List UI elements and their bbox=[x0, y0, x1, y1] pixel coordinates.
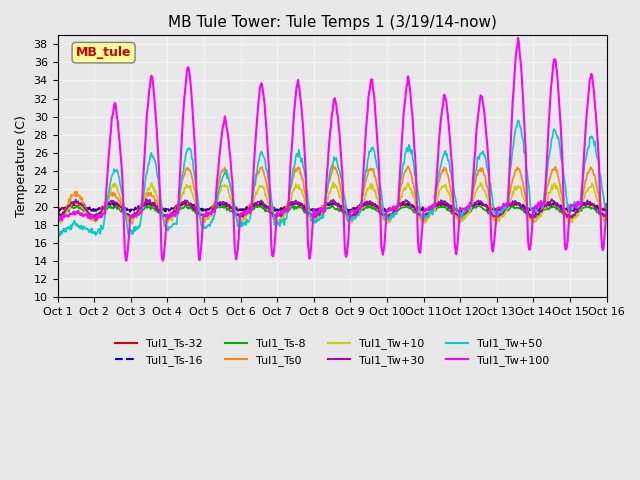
Tul1_Ts0 bbox=[401, 170, 408, 176]
Tul1_Ts-16 bbox=[415, 208, 423, 214]
Tul1_Ts-16 bbox=[63, 205, 71, 211]
Tul1_Ts0 bbox=[417, 214, 424, 220]
Line: Tul1_Tw+10: Tul1_Tw+10 bbox=[58, 182, 607, 224]
Tul1_Ts0 bbox=[54, 219, 61, 225]
Tul1_Ts-8 bbox=[120, 209, 128, 215]
Tul1_Ts0 bbox=[603, 218, 611, 224]
Tul1_Ts-16 bbox=[54, 207, 61, 213]
Tul1_Tw+50 bbox=[514, 118, 522, 123]
Tul1_Tw+30 bbox=[54, 214, 61, 220]
Tul1_Tw+50 bbox=[177, 186, 184, 192]
Tul1_Tw+30 bbox=[401, 200, 408, 205]
Tul1_Ts-16 bbox=[399, 201, 407, 206]
Tul1_Ts-32 bbox=[415, 204, 423, 210]
Title: MB Tule Tower: Tule Temps 1 (3/19/14-now): MB Tule Tower: Tule Temps 1 (3/19/14-now… bbox=[168, 15, 497, 30]
Tul1_Tw+100 bbox=[415, 250, 423, 255]
Tul1_Ts-32 bbox=[564, 209, 572, 215]
Tul1_Ts-16 bbox=[583, 199, 591, 204]
Line: Tul1_Tw+50: Tul1_Tw+50 bbox=[58, 120, 607, 236]
Tul1_Tw+100 bbox=[122, 258, 130, 264]
Tul1_Tw+10 bbox=[603, 218, 611, 224]
Tul1_Ts0 bbox=[120, 211, 128, 217]
Tul1_Ts-8 bbox=[508, 202, 516, 208]
Tul1_Tw+50 bbox=[603, 204, 611, 209]
Text: MB_tule: MB_tule bbox=[76, 46, 131, 59]
Line: Tul1_Ts-16: Tul1_Ts-16 bbox=[58, 202, 607, 213]
Tul1_Ts-8 bbox=[205, 212, 213, 218]
Line: Tul1_Tw+100: Tul1_Tw+100 bbox=[58, 38, 607, 261]
Tul1_Tw+50 bbox=[56, 233, 63, 239]
Tul1_Ts-32 bbox=[120, 205, 128, 211]
Tul1_Ts-32 bbox=[205, 206, 212, 212]
Tul1_Tw+10 bbox=[63, 207, 71, 213]
Tul1_Tw+100 bbox=[399, 112, 407, 118]
Tul1_Tw+50 bbox=[121, 206, 129, 212]
Tul1_Ts-32 bbox=[63, 205, 71, 211]
Tul1_Tw+30 bbox=[417, 212, 424, 217]
Tul1_Tw+10 bbox=[205, 215, 212, 220]
Line: Tul1_Ts-32: Tul1_Ts-32 bbox=[58, 202, 607, 212]
Tul1_Ts-8 bbox=[63, 205, 71, 211]
Tul1_Tw+30 bbox=[177, 201, 184, 207]
Tul1_Ts-8 bbox=[177, 204, 184, 210]
Tul1_Ts-16 bbox=[205, 207, 212, 213]
Tul1_Tw+50 bbox=[54, 231, 61, 237]
Tul1_Tw+50 bbox=[65, 224, 72, 230]
Y-axis label: Temperature (C): Temperature (C) bbox=[15, 115, 28, 217]
Tul1_Ts-32 bbox=[54, 206, 61, 212]
Tul1_Ts0 bbox=[129, 221, 136, 227]
Tul1_Tw+10 bbox=[492, 221, 500, 227]
Tul1_Ts-8 bbox=[129, 216, 137, 221]
Tul1_Tw+100 bbox=[205, 210, 213, 216]
Tul1_Tw+10 bbox=[54, 221, 61, 227]
Tul1_Tw+30 bbox=[205, 211, 213, 217]
Tul1_Tw+30 bbox=[120, 208, 128, 214]
Tul1_Ts-8 bbox=[54, 213, 61, 218]
Tul1_Tw+30 bbox=[142, 196, 150, 202]
Tul1_Tw+10 bbox=[330, 180, 337, 185]
Tul1_Tw+10 bbox=[399, 188, 407, 193]
Tul1_Tw+100 bbox=[177, 162, 184, 168]
Tul1_Tw+10 bbox=[120, 207, 128, 213]
Tul1_Ts-8 bbox=[399, 204, 407, 210]
Line: Tul1_Ts-8: Tul1_Ts-8 bbox=[58, 205, 607, 218]
Tul1_Tw+100 bbox=[514, 35, 522, 41]
Tul1_Ts-8 bbox=[603, 213, 611, 218]
Tul1_Tw+50 bbox=[415, 201, 423, 207]
Tul1_Ts0 bbox=[205, 211, 213, 217]
Tul1_Tw+10 bbox=[176, 199, 184, 205]
Tul1_Tw+50 bbox=[205, 223, 213, 229]
Tul1_Ts0 bbox=[330, 162, 337, 168]
Tul1_Ts-8 bbox=[415, 214, 423, 219]
Tul1_Tw+30 bbox=[603, 214, 611, 219]
Tul1_Ts-16 bbox=[345, 210, 353, 216]
Tul1_Tw+100 bbox=[54, 215, 61, 221]
Tul1_Tw+30 bbox=[385, 216, 392, 222]
Tul1_Tw+100 bbox=[120, 225, 128, 230]
Tul1_Ts-16 bbox=[603, 207, 611, 213]
Tul1_Tw+30 bbox=[63, 204, 71, 210]
Tul1_Tw+100 bbox=[63, 213, 71, 218]
Tul1_Tw+10 bbox=[415, 216, 423, 222]
Tul1_Tw+50 bbox=[399, 160, 407, 166]
Tul1_Ts0 bbox=[63, 202, 71, 208]
Tul1_Ts-32 bbox=[176, 204, 184, 209]
Line: Tul1_Tw+30: Tul1_Tw+30 bbox=[58, 199, 607, 219]
Tul1_Ts-32 bbox=[213, 199, 221, 204]
Line: Tul1_Ts0: Tul1_Ts0 bbox=[58, 165, 607, 224]
Tul1_Ts-32 bbox=[399, 201, 407, 207]
Tul1_Tw+100 bbox=[603, 201, 611, 207]
Legend: Tul1_Ts-32, Tul1_Ts-16, Tul1_Ts-8, Tul1_Ts0, Tul1_Tw+10, Tul1_Tw+30, Tul1_Tw+50,: Tul1_Ts-32, Tul1_Ts-16, Tul1_Ts-8, Tul1_… bbox=[110, 334, 554, 370]
Tul1_Ts-32 bbox=[603, 207, 611, 213]
Tul1_Ts-16 bbox=[176, 200, 184, 205]
Tul1_Ts-16 bbox=[120, 206, 128, 212]
Tul1_Ts0 bbox=[177, 186, 184, 192]
